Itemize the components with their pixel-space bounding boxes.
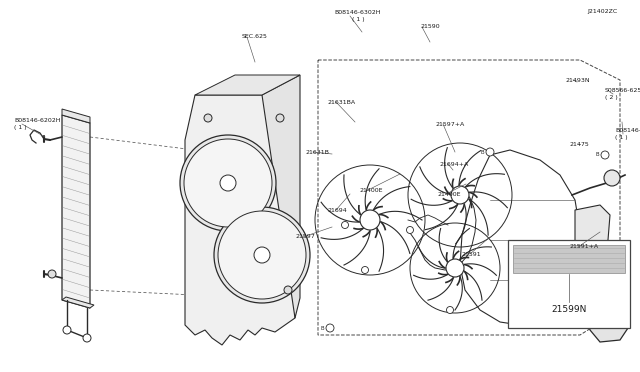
Circle shape [180,135,276,231]
Circle shape [486,148,494,156]
Bar [508,240,630,328]
Text: B: B [480,150,484,154]
Text: 21597: 21597 [295,234,315,240]
Text: B: B [595,153,599,157]
Polygon shape [62,115,90,308]
Circle shape [218,211,306,299]
Text: 21631B: 21631B [305,150,329,154]
Text: 21400E: 21400E [360,187,383,192]
Circle shape [214,207,310,303]
Circle shape [184,139,272,227]
Circle shape [284,286,292,294]
Circle shape [604,170,620,186]
Text: 21631BA: 21631BA [328,99,356,105]
Circle shape [48,270,56,278]
Text: 21591: 21591 [462,251,482,257]
Text: 21591+A: 21591+A [570,244,599,250]
Circle shape [204,114,212,122]
Bar [513,245,625,273]
Circle shape [83,334,91,342]
Polygon shape [62,297,94,308]
Circle shape [447,307,454,314]
Text: 21400E: 21400E [438,192,461,196]
Text: 21694+A: 21694+A [440,161,469,167]
Circle shape [342,221,349,228]
Polygon shape [575,205,610,250]
Circle shape [360,210,380,230]
Text: B08146-6302H
( 1 ): B08146-6302H ( 1 ) [335,10,381,22]
Circle shape [601,151,609,159]
Polygon shape [195,75,300,95]
Text: B: B [320,326,324,330]
Text: 21475: 21475 [570,141,589,147]
Polygon shape [562,270,595,308]
Circle shape [451,186,469,204]
Polygon shape [588,292,628,342]
Circle shape [590,273,600,283]
Polygon shape [62,109,90,123]
Circle shape [326,324,334,332]
Polygon shape [262,75,300,318]
Circle shape [518,298,542,322]
Text: 21597+A: 21597+A [435,122,464,126]
Text: SEC.625: SEC.625 [242,35,268,39]
Circle shape [254,247,270,263]
Circle shape [220,175,236,191]
Text: 21599N: 21599N [551,305,587,314]
Text: S08566-6252A
( 2 ): S08566-6252A ( 2 ) [605,89,640,100]
Circle shape [446,259,464,277]
Text: 21694: 21694 [328,208,348,212]
Text: B08146-6302H
( 1 ): B08146-6302H ( 1 ) [615,128,640,140]
Circle shape [276,114,284,122]
Circle shape [406,227,413,234]
Text: J21402ZC: J21402ZC [588,10,618,15]
Text: 21590: 21590 [420,25,440,29]
Text: B08146-6202H
( 1 ): B08146-6202H ( 1 ) [14,118,61,129]
Text: 21493N: 21493N [565,77,589,83]
Circle shape [362,266,369,273]
Polygon shape [185,95,295,345]
Circle shape [63,326,71,334]
